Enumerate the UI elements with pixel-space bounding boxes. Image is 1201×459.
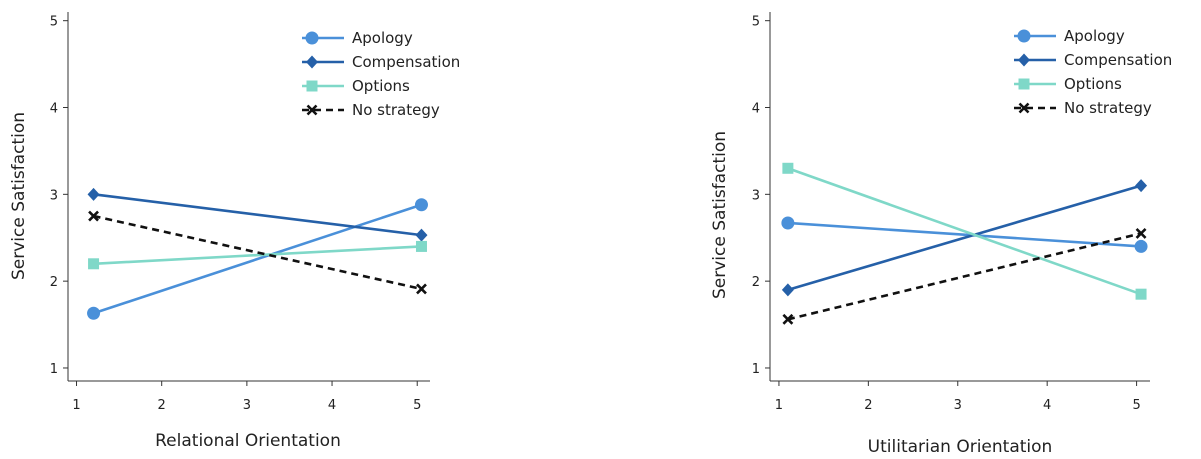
data-point-no-strategy-2-stroke-b [416, 283, 427, 295]
legend: Apology Compensation Options No strategy [1014, 27, 1172, 117]
data-point-options-2 [1135, 288, 1147, 300]
y-tick-label: 5 [752, 15, 760, 30]
y-tick-label: 4 [50, 102, 58, 117]
legend-marker-compensation [306, 55, 318, 69]
legend-marker-options [306, 80, 318, 92]
legend-marker-no-strategy [1018, 102, 1030, 114]
data-point-compensation-1 [781, 283, 794, 297]
legend-item-compensation: Compensation [1014, 51, 1172, 69]
series-apology [781, 216, 1148, 253]
data-point-compensation-2 [415, 228, 428, 242]
y-tick-label: 2 [752, 275, 760, 290]
data-point-options-1 [88, 258, 100, 270]
series-no-strategy [88, 210, 427, 295]
x-axis-title: Utilitarian Orientation [868, 437, 1053, 457]
legend-marker-no-strategy [306, 104, 318, 116]
series-no-strategy [782, 227, 1147, 325]
x-tick-label: 5 [1132, 398, 1140, 413]
series-line-no-strategy [93, 214, 422, 291]
data-point-options-2 [415, 240, 427, 252]
data-point-no-strategy-1 [782, 313, 794, 325]
data-point-apology-2 [1134, 239, 1148, 253]
legend-item-compensation: Compensation [302, 53, 460, 71]
y-tick-label: 2 [50, 275, 58, 290]
y-tick-label: 1 [752, 362, 760, 377]
legend-label-options: Options [352, 77, 410, 95]
legend-marker-compensation [1018, 53, 1030, 67]
legend-label-compensation: Compensation [1064, 51, 1172, 69]
data-point-apology-2 [414, 198, 428, 212]
legend-item-apology: Apology [302, 29, 413, 47]
x-tick-label: 3 [954, 398, 962, 413]
x-tick-label: 1 [72, 398, 80, 413]
legend-marker-no-strategy-stroke-b [306, 104, 318, 116]
legend-marker-no-strategy-stroke-b [1018, 102, 1030, 114]
series-line-options [787, 167, 1142, 296]
y-tick-label: 3 [50, 188, 58, 203]
legend-marker-options [1018, 78, 1030, 90]
legend-label-apology: Apology [352, 29, 413, 47]
legend-item-options: Options [302, 77, 410, 95]
x-tick-label: 4 [1043, 398, 1051, 413]
y-tick-label: 1 [50, 362, 58, 377]
series-apology [87, 198, 428, 320]
data-point-options-1 [782, 162, 794, 174]
legend-item-options: Options [1014, 75, 1122, 93]
data-point-no-strategy-1-stroke-b [782, 313, 794, 325]
series-compensation [781, 179, 1148, 297]
series-compensation [87, 187, 428, 242]
data-point-no-strategy-1 [88, 210, 99, 222]
legend-marker-apology [1017, 29, 1031, 43]
data-point-no-strategy-2-stroke-b [1135, 227, 1147, 239]
data-point-compensation-1 [87, 187, 100, 201]
legend-marker-apology [305, 31, 319, 45]
data-point-apology-1 [781, 216, 795, 230]
legend-item-no-strategy: No strategy [302, 101, 440, 119]
series-options [782, 162, 1147, 300]
y-tick-label: 5 [50, 15, 58, 30]
x-tick-label: 2 [158, 398, 166, 413]
x-tick-label: 2 [864, 398, 872, 413]
data-point-apology-1 [87, 306, 101, 320]
legend-item-no-strategy: No strategy [1014, 99, 1152, 117]
legend-label-no-strategy: No strategy [1064, 99, 1152, 117]
legend: Apology Compensation Options No strategy [302, 29, 460, 119]
data-point-no-strategy-2 [416, 283, 427, 295]
x-tick-label: 4 [328, 398, 336, 413]
legend-item-apology: Apology [1014, 27, 1125, 45]
x-tick-label: 1 [775, 398, 783, 413]
y-axis-title: Service Satisfaction [9, 112, 29, 280]
data-point-compensation-2 [1135, 179, 1148, 193]
x-tick-label: 5 [413, 398, 421, 413]
y-tick-label: 4 [752, 102, 760, 117]
y-tick-label: 3 [752, 188, 760, 203]
y-axis-title: Service Satisfaction [710, 131, 730, 299]
series-line-no-strategy [787, 232, 1142, 321]
left-chart-panel: 1 2 3 4 5 1 2 3 4 5 Relational Orientation Service … [9, 12, 460, 451]
data-point-no-strategy-1-stroke-b [88, 210, 99, 222]
legend-label-apology: Apology [1064, 27, 1125, 45]
right-chart-panel: 1 2 3 4 5 1 2 3 4 5 Utilitarian Orientation Service… [710, 12, 1172, 457]
series-line-apology [787, 221, 1142, 248]
legend-label-compensation: Compensation [352, 53, 460, 71]
legend-label-options: Options [1064, 75, 1122, 93]
x-axis-title: Relational Orientation [155, 431, 341, 451]
series-line-options [93, 245, 422, 266]
data-point-no-strategy-2 [1135, 227, 1147, 239]
legend-label-no-strategy: No strategy [352, 101, 440, 119]
series-line-compensation [787, 184, 1142, 292]
series-line-apology [93, 203, 422, 315]
series-options [88, 240, 427, 270]
x-tick-label: 3 [243, 398, 251, 413]
series-line-compensation [93, 193, 422, 237]
